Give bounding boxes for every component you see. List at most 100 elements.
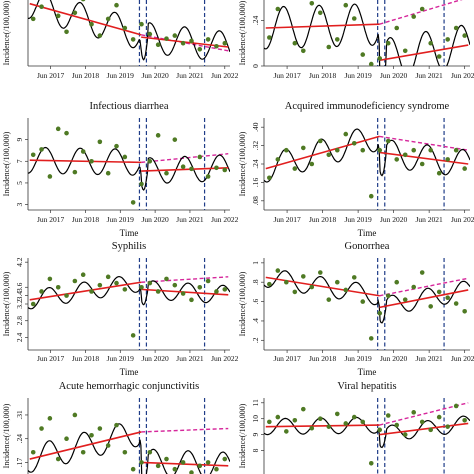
counterfactual-trend [379, 135, 469, 151]
y-axis-label: Incidence(/100,000) [2, 403, 11, 468]
observed-point [301, 406, 306, 412]
x-axis-label: Time [358, 367, 377, 377]
observed-point [30, 449, 36, 455]
observed-point [72, 412, 78, 418]
observed-point [80, 149, 86, 154]
observed-point [147, 449, 153, 455]
observed-point [436, 170, 442, 176]
counterfactual-trend [141, 427, 229, 433]
y-tick-label: .40 [251, 122, 260, 132]
observed-point [309, 284, 315, 290]
observed-point [80, 272, 86, 278]
observed-point [130, 200, 136, 205]
observed-point [368, 61, 374, 66]
observed-point [275, 268, 281, 273]
y-tick-label: 9 [15, 138, 24, 142]
observed-point [205, 174, 211, 179]
panel-title: Acute hemorrhagic conjunctivitis [59, 381, 200, 392]
observed-point [292, 417, 298, 423]
observed-point [419, 6, 425, 12]
observed-point [214, 466, 219, 472]
observed-point [30, 301, 36, 307]
observed-point [64, 29, 69, 35]
observed-point [360, 147, 366, 153]
observed-point [309, 1, 315, 6]
observed-point [419, 419, 425, 425]
x-tick-label: Jun 2017 [273, 71, 301, 80]
observed-point [368, 193, 374, 199]
x-tick-label: Jun 2020 [141, 71, 169, 80]
observed-point [428, 147, 433, 153]
x-tick-label: Jun 2019 [107, 71, 135, 80]
observed-point [402, 297, 408, 302]
y-tick-label: 2.8 [15, 316, 24, 326]
x-tick-label: Jun 2022 [211, 215, 239, 224]
y-axis-label: Incidence(/100,000) [238, 0, 247, 65]
observed-point [180, 164, 186, 170]
trend-segment [265, 23, 380, 29]
observed-point [411, 284, 417, 290]
observed-point [402, 432, 408, 437]
y-tick-label: 3 [15, 202, 24, 206]
x-tick-label: Jun 2020 [141, 354, 169, 363]
observed-point [394, 279, 400, 285]
observed-point [343, 287, 349, 293]
observed-point [351, 275, 357, 280]
x-tick-label: Jun 2022 [211, 71, 239, 80]
observed-point [197, 154, 203, 160]
x-tick-label: Jun 2022 [211, 354, 239, 363]
observed-point [385, 138, 391, 144]
observed-point [147, 158, 153, 164]
observed-point [164, 456, 169, 462]
panel-p3: Infectious diarrhea Incidence(/100,000) 3 5… [2, 101, 239, 238]
observed-point [72, 169, 78, 175]
observed-point [394, 25, 400, 31]
y-tick-label: 1 [251, 261, 260, 265]
observed-point [419, 270, 425, 275]
fitted-line [264, 415, 470, 449]
y-tick-label: .8 [251, 279, 260, 285]
observed-point [172, 33, 178, 38]
y-tick-label: 4.2 [15, 257, 24, 267]
observed-point [114, 280, 119, 286]
fitted-line [28, 275, 230, 310]
observed-point [343, 421, 349, 426]
observed-point [326, 424, 332, 429]
observed-point [47, 276, 53, 282]
plot-area [264, 0, 470, 66]
observed-point [222, 167, 228, 173]
observed-point [377, 427, 383, 433]
y-axis-label: Incidence(/100,000) [2, 0, 11, 65]
observed-point [284, 429, 289, 434]
observed-point [172, 466, 178, 472]
observed-point [97, 139, 103, 145]
observed-point [428, 304, 433, 309]
counterfactual-trend [141, 153, 229, 164]
observed-point [81, 0, 86, 2]
panel-title: Viral hepatitis [337, 381, 396, 392]
x-axis-label: Time [358, 228, 377, 238]
observed-point [445, 37, 450, 42]
observed-point [89, 289, 94, 294]
observed-point [97, 282, 103, 288]
observed-point [122, 154, 128, 160]
observed-point [180, 40, 186, 46]
x-tick-label: Jun 2018 [309, 215, 337, 224]
observed-point [453, 25, 459, 31]
trend-segment [379, 289, 469, 309]
observed-point [30, 16, 36, 22]
observed-point [189, 297, 194, 303]
observed-point [462, 417, 467, 423]
trend-segment [29, 281, 142, 301]
observed-point [334, 147, 340, 153]
observed-point [453, 147, 459, 153]
observed-point [47, 416, 53, 421]
x-tick-label: Jun 2017 [273, 354, 301, 363]
fitted-line [264, 128, 470, 183]
panel-title: Syphilis [112, 241, 146, 252]
observed-point [368, 460, 374, 466]
observed-point [164, 170, 169, 176]
observed-point [317, 10, 323, 16]
observed-point [214, 289, 219, 294]
x-tick-label: Jun 2017 [273, 215, 301, 224]
